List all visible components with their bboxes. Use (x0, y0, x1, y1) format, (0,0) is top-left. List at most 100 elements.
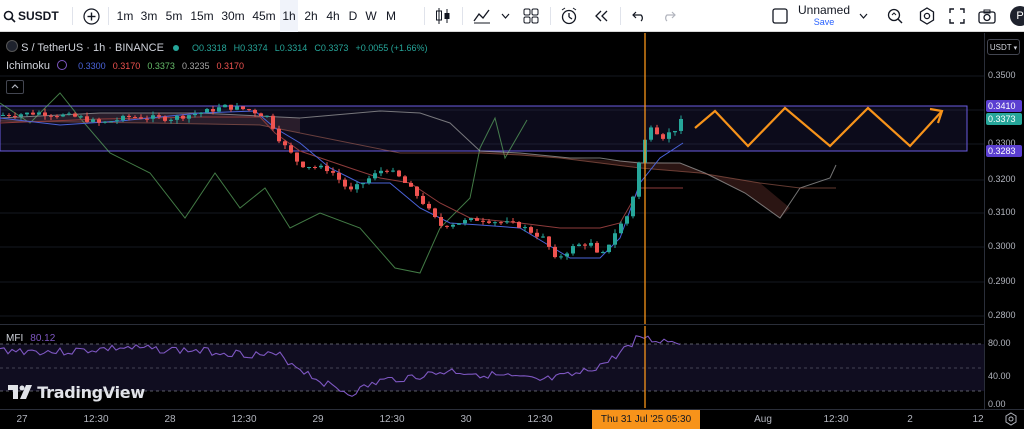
candle-body (133, 117, 137, 119)
candle-body (247, 109, 251, 111)
axis-settings-icon[interactable] (1004, 412, 1018, 429)
candle-body (25, 112, 29, 115)
time-tick-label: 12:30 (527, 414, 553, 425)
redo-icon[interactable] (658, 0, 680, 32)
chevron-down-icon[interactable] (856, 0, 870, 32)
mfi-legend[interactable]: MFI 80.12 (6, 332, 55, 344)
legend-title[interactable]: S / TetherUS · 1h · BINANCE (21, 42, 164, 54)
candles-icon[interactable] (432, 0, 454, 32)
candle-body (451, 224, 455, 227)
candle-body (583, 244, 587, 246)
price-tick-label: 0.3100 (988, 207, 1016, 217)
candle-body (1, 114, 5, 116)
candle-body (91, 119, 95, 122)
candle-body (37, 112, 41, 115)
candle-body (445, 225, 449, 227)
candle-body (397, 170, 401, 177)
user-avatar[interactable]: P (1010, 6, 1024, 26)
candle-body (511, 221, 515, 223)
indicators-icon[interactable] (470, 0, 494, 32)
timeframe-button-D[interactable]: D (348, 9, 358, 23)
time-tick-label: 12:30 (823, 414, 849, 425)
time-tick-label: 27 (16, 414, 28, 425)
candle-body (373, 173, 377, 179)
candle-body (529, 227, 533, 233)
candle-body (145, 118, 149, 120)
timeframe-button-W[interactable]: W (365, 9, 377, 23)
timeframe-button-1m[interactable]: 1m (116, 9, 134, 23)
timeframe-button-M[interactable]: M (386, 9, 396, 23)
alert-clock-icon[interactable] (558, 0, 580, 32)
legend-open: O0.3318 (192, 43, 227, 53)
candle-body (469, 218, 473, 221)
timeframe-button-15m[interactable]: 15m (190, 9, 214, 23)
candle-body (229, 104, 233, 110)
collapse-legend-button[interactable] (6, 80, 24, 94)
candle-body (403, 176, 407, 183)
candle-body (649, 127, 653, 140)
candle-body (679, 118, 683, 131)
camera-icon[interactable] (976, 0, 998, 32)
price-tick-label: 0.3500 (988, 70, 1016, 80)
replay-icon[interactable] (590, 0, 612, 32)
layout-name-button[interactable]: Unnamed Save (796, 0, 852, 32)
mfi-indicator-pane[interactable] (0, 326, 984, 408)
candles-group (1, 102, 683, 260)
currency-selector-button[interactable]: USDT ▾ (987, 39, 1020, 55)
ichimoku-leading-span-b (0, 120, 836, 189)
undo-icon[interactable] (628, 0, 650, 32)
candle-body (61, 114, 65, 117)
candle-body (487, 221, 491, 223)
mfi-tick-label: 40.00 (988, 371, 1011, 381)
candle-body (439, 217, 443, 226)
ichimoku-legend[interactable]: Ichimoku 0.3300 0.3170 0.3373 0.3235 0.3… (6, 60, 244, 72)
tradingview-logo[interactable]: TradingView (8, 383, 145, 402)
candle-body (259, 113, 263, 117)
candle-body (559, 256, 563, 258)
timeframe-button-45m[interactable]: 45m (252, 9, 276, 23)
candle-body (331, 171, 335, 173)
chevron-down-icon[interactable] (498, 0, 512, 32)
time-tick-label: 29 (312, 414, 324, 425)
pane-separator[interactable] (0, 324, 1024, 325)
legend-high: H0.3374 (233, 43, 268, 53)
candle-body (55, 116, 59, 118)
candle-body (307, 166, 311, 168)
price-chart-pane[interactable] (0, 33, 984, 325)
candle-body (589, 242, 593, 246)
candle-body (163, 116, 167, 121)
zigzag-projection-drawing[interactable] (694, 106, 943, 148)
price-axis[interactable]: USDT ▾ 0.35000.34000.33000.32000.31000.3… (984, 33, 1024, 409)
layouts-grid-icon[interactable] (520, 0, 542, 32)
arrowhead-drawing (929, 107, 944, 124)
legend-close: C0.3373 (314, 43, 349, 53)
mfi-tick-label: 80.00 (988, 338, 1011, 348)
timeframe-button-30m[interactable]: 30m (221, 9, 245, 23)
timeframe-button-5m[interactable]: 5m (165, 9, 183, 23)
symbol-search-button[interactable]: SUSDT (18, 9, 59, 23)
timeframe-button-1h[interactable]: 1h (280, 0, 298, 32)
currency-label: USDT (989, 43, 1012, 52)
settings-gear-icon[interactable] (916, 0, 938, 32)
candle-body (673, 130, 677, 133)
timeframe-button-3m[interactable]: 3m (140, 9, 158, 23)
candle-body (415, 186, 419, 196)
candle-body (97, 119, 101, 123)
candle-body (667, 132, 671, 139)
time-tick-label: 12 (972, 414, 984, 425)
mfi-tick-label: 0.00 (988, 399, 1006, 409)
fullscreen-icon[interactable] (946, 0, 968, 32)
candle-body (7, 114, 11, 116)
candle-body (49, 115, 53, 117)
search-icon[interactable] (2, 0, 16, 32)
quick-search-icon[interactable] (884, 0, 906, 32)
timeframe-button-2h[interactable]: 2h (304, 9, 318, 23)
ichimoku-conversion-value: 0.3300 (78, 61, 106, 71)
add-symbol-icon[interactable] (80, 0, 102, 32)
candle-body (433, 208, 437, 218)
time-tick-label: 28 (164, 414, 176, 425)
indicator-settings-icon[interactable] (57, 60, 68, 70)
time-axis[interactable]: 27 12:30 28 12:30 29 12:30 30 12:30 Aug 12:30 2 12 (0, 409, 1024, 429)
layout-checkbox-icon[interactable] (770, 0, 790, 32)
timeframe-button-4h[interactable]: 4h (326, 9, 340, 23)
